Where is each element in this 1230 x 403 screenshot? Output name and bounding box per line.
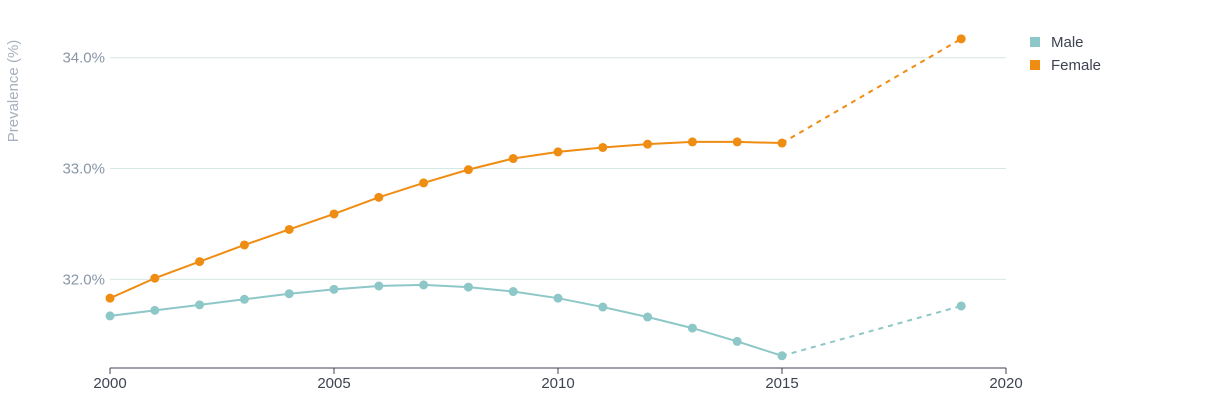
female-point xyxy=(508,154,518,164)
female-point xyxy=(195,257,205,267)
legend-item-male: Male xyxy=(1030,34,1084,51)
legend: Male Female xyxy=(1030,34,1101,74)
series-female xyxy=(105,34,966,303)
x-tick-label: 2005 xyxy=(317,375,350,392)
female-projection-line xyxy=(781,38,962,144)
female-point xyxy=(150,273,160,283)
series xyxy=(105,34,966,361)
y-axis-title: Prevalence (%) xyxy=(5,40,22,143)
male-point xyxy=(105,311,115,321)
female-point xyxy=(598,142,608,152)
male-point xyxy=(777,351,787,361)
male-point xyxy=(687,323,697,333)
female-point xyxy=(105,293,115,303)
gridlines xyxy=(110,57,1006,280)
x-tick-label: 2020 xyxy=(989,375,1022,392)
legend-label-male: Male xyxy=(1051,34,1084,51)
male-line xyxy=(109,283,783,357)
female-line xyxy=(109,140,783,300)
series-male xyxy=(105,280,966,361)
male-point xyxy=(508,287,518,297)
female-projection-point xyxy=(956,34,966,44)
male-point xyxy=(643,312,653,322)
female-point xyxy=(553,147,563,157)
female-point xyxy=(732,137,742,147)
axes: 32.0% 33.0% 34.0% 2000 2005 2010 2015 2020 xyxy=(62,50,1022,392)
male-projection-line xyxy=(781,304,962,357)
y-tick-label: 33.0% xyxy=(62,161,105,178)
male-point xyxy=(553,293,563,303)
legend-swatch-male xyxy=(1030,37,1040,47)
female-point xyxy=(239,240,249,250)
male-point xyxy=(195,300,205,310)
female-point xyxy=(687,137,697,147)
female-point xyxy=(463,165,473,175)
female-point xyxy=(419,178,429,188)
x-tick-label: 2010 xyxy=(541,375,574,392)
male-point xyxy=(463,282,473,292)
female-point xyxy=(374,192,384,202)
male-point xyxy=(150,305,160,315)
legend-item-female: Female xyxy=(1030,57,1101,74)
female-point xyxy=(284,224,294,234)
female-point xyxy=(329,209,339,219)
male-point xyxy=(419,280,429,290)
female-point xyxy=(777,138,787,148)
male-point xyxy=(239,294,249,304)
y-tick-label: 34.0% xyxy=(62,50,105,67)
male-projection-point xyxy=(956,301,966,311)
legend-swatch-female xyxy=(1030,60,1040,70)
male-point xyxy=(329,284,339,294)
female-point xyxy=(643,139,653,149)
male-point xyxy=(284,289,294,299)
male-point xyxy=(732,336,742,346)
y-tick-label: 32.0% xyxy=(62,271,105,288)
male-point xyxy=(374,281,384,291)
male-point xyxy=(598,302,608,312)
x-tick-label: 2000 xyxy=(93,375,126,392)
x-tick-label: 2015 xyxy=(765,375,798,392)
legend-label-female: Female xyxy=(1051,57,1101,74)
